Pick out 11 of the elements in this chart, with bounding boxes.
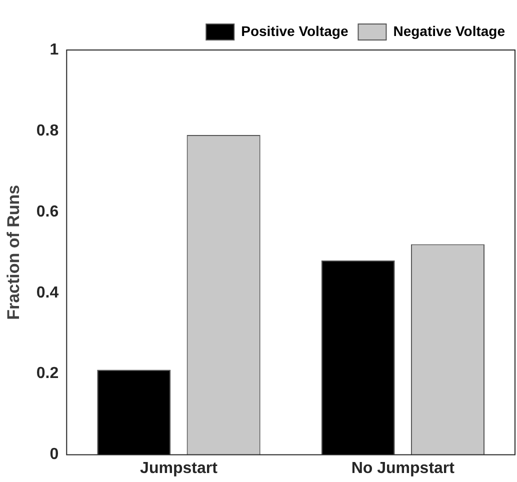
x-tick-label: Jumpstart xyxy=(140,460,218,477)
y-tick-label: 1 xyxy=(50,41,59,58)
legend-label: Negative Voltage xyxy=(393,22,506,39)
x-tick-label: No Jumpstart xyxy=(351,460,456,477)
y-tick-label: 0.6 xyxy=(36,203,59,220)
legend-label: Positive Voltage xyxy=(241,22,348,39)
y-tick-label: 0.4 xyxy=(36,284,59,302)
y-tick-label: 0 xyxy=(50,446,59,464)
y-tick-label: 0.8 xyxy=(36,122,59,140)
y-axis-title: Fraction of Runs xyxy=(4,184,23,320)
y-tick-label: 0.2 xyxy=(36,365,59,382)
